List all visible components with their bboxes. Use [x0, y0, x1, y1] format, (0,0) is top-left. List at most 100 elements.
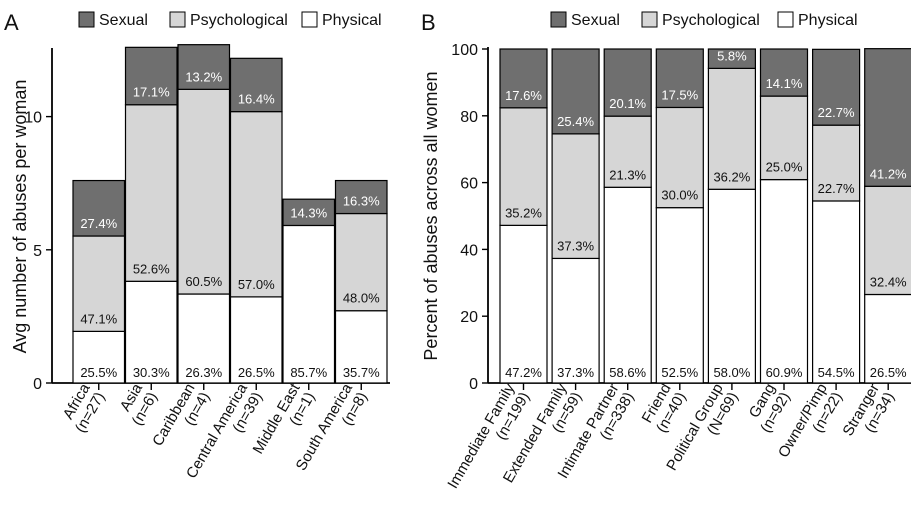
bar-segment-sexual [655, 48, 704, 109]
bar-segment-psychological [124, 104, 178, 282]
bar-segment-physical [282, 224, 336, 384]
data-label-sexual: 27.4% [80, 216, 117, 231]
bar-segment-physical [72, 330, 126, 384]
data-label-physical: 25.5% [80, 365, 117, 380]
data-label-physical: 52.5% [661, 365, 698, 380]
legend-swatch-physical [777, 11, 794, 28]
data-label-psychological: 22.7% [818, 181, 855, 196]
bar-segment-psychological [229, 111, 283, 298]
data-label-psychological: 35.2% [505, 205, 542, 220]
legend-label-sexual: Sexual [571, 12, 620, 29]
data-label-psychological: 47.1% [80, 311, 117, 326]
chart-panel-a: A Sexual Psychological Physical Avg number o… [4, 10, 390, 482]
data-label-sexual: 22.7% [818, 105, 855, 120]
data-label-sexual: 17.6% [505, 88, 542, 103]
data-label-physical: 26.5% [238, 365, 275, 380]
x-category-label: Friend(n=40) [638, 381, 690, 436]
legend-swatch-psychological [169, 11, 186, 28]
x-category-label: Africa(n=27) [57, 380, 109, 436]
data-label-physical: 35.7% [343, 365, 380, 380]
bar-segment-psychological [655, 106, 704, 209]
data-label-psychological: 25.0% [766, 160, 803, 175]
bar-segment-psychological [177, 88, 231, 295]
data-label-physical: 26.3% [185, 365, 222, 380]
data-label-psychological: 60.5% [185, 274, 222, 289]
bar-segment-sexual [282, 198, 336, 227]
data-label-physical: 30.3% [133, 365, 170, 380]
data-label-psychological: 57.0% [238, 277, 275, 292]
bar-segment-sexual [707, 48, 757, 69]
legend-label-physical: Physical [798, 12, 858, 29]
data-label-physical: 85.7% [290, 365, 327, 380]
legend-swatch-sexual [78, 11, 95, 28]
bar-segment-physical [759, 178, 809, 384]
bar-segment-psychological [499, 107, 548, 226]
bar-segment-psychological [72, 235, 126, 332]
y-tick-label: 100 [451, 42, 478, 59]
bar-segment-sexual [72, 179, 126, 237]
y-tick-label: 20 [460, 309, 478, 326]
data-label-psychological: 32.4% [870, 274, 907, 289]
legend-label-psychological: Psychological [190, 12, 288, 29]
data-label-psychological: 21.3% [609, 167, 646, 182]
panel-letter: B [421, 10, 436, 35]
bar-segment-psychological [551, 133, 600, 260]
data-label-psychological: 48.0% [343, 291, 380, 306]
data-label-sexual: 41.2% [870, 166, 907, 181]
data-label-sexual: 13.2% [185, 69, 222, 84]
bar-segment-physical [811, 200, 861, 384]
bar-segment-sexual [759, 48, 809, 97]
chart-panel-b: B Sexual Psychological Physical Percent of a… [421, 10, 911, 500]
data-label-psychological: 36.2% [713, 169, 750, 184]
y-axis-label: Percent of abuses across all women [421, 71, 441, 360]
x-category-label: Immediate Family(n=199) [444, 380, 533, 500]
bar-segment-sexual [229, 57, 283, 113]
legend-swatch-psychological [641, 11, 658, 28]
y-axis-label: Avg number of abuses per woman [10, 80, 30, 354]
data-label-sexual: 20.1% [609, 96, 646, 111]
y-tick-label: 0 [33, 376, 42, 393]
bar-segment-sexual [177, 44, 231, 90]
bar-segment-physical [177, 293, 231, 384]
legend-swatch-sexual [550, 11, 567, 28]
data-label-physical: 58.6% [609, 365, 646, 380]
data-label-sexual: 5.8% [717, 48, 747, 63]
bar-segment-physical [499, 224, 548, 384]
data-label-sexual: 25.4% [557, 114, 594, 129]
data-label-psychological: 52.6% [133, 261, 170, 276]
data-label-sexual: 17.5% [661, 87, 698, 102]
legend-swatch-physical [301, 11, 318, 28]
data-label-sexual: 14.1% [766, 76, 803, 91]
data-label-sexual: 16.4% [238, 92, 275, 107]
data-label-physical: 60.9% [766, 365, 803, 380]
legend-label-psychological: Psychological [662, 12, 760, 29]
bar-segment-physical [864, 293, 911, 384]
bar-segment-psychological [864, 185, 911, 296]
bar-segment-sexual [551, 48, 600, 135]
y-tick-label: 80 [460, 109, 478, 126]
bar-segment-psychological [759, 95, 809, 181]
bar-segment-psychological [811, 124, 861, 202]
x-category-label: Stranger(n=34) [840, 381, 898, 448]
bar-segment-physical [707, 188, 757, 384]
x-category-label: Gang(n=92) [742, 381, 794, 436]
bar-segment-sexual [334, 179, 388, 215]
y-tick-label: 10 [24, 110, 42, 127]
data-label-sexual: 14.3% [290, 205, 327, 220]
data-label-sexual: 17.1% [133, 85, 170, 100]
data-label-physical: 26.5% [870, 365, 907, 380]
bar-segment-physical [655, 207, 704, 384]
legend-label-physical: Physical [322, 12, 382, 29]
bar-segment-sexual [603, 48, 652, 117]
bar-segment-sexual [864, 48, 911, 187]
bar-segment-sexual [811, 48, 861, 126]
legend-label-sexual: Sexual [99, 12, 148, 29]
y-tick-label: 5 [33, 243, 42, 260]
data-label-physical: 37.3% [557, 365, 594, 380]
bar-segment-sexual [124, 46, 178, 106]
bar-segment-psychological [334, 212, 388, 312]
data-label-psychological: 37.3% [557, 238, 594, 253]
data-label-psychological: 30.0% [661, 188, 698, 203]
x-category-label: Asia(n=6) [114, 380, 162, 428]
